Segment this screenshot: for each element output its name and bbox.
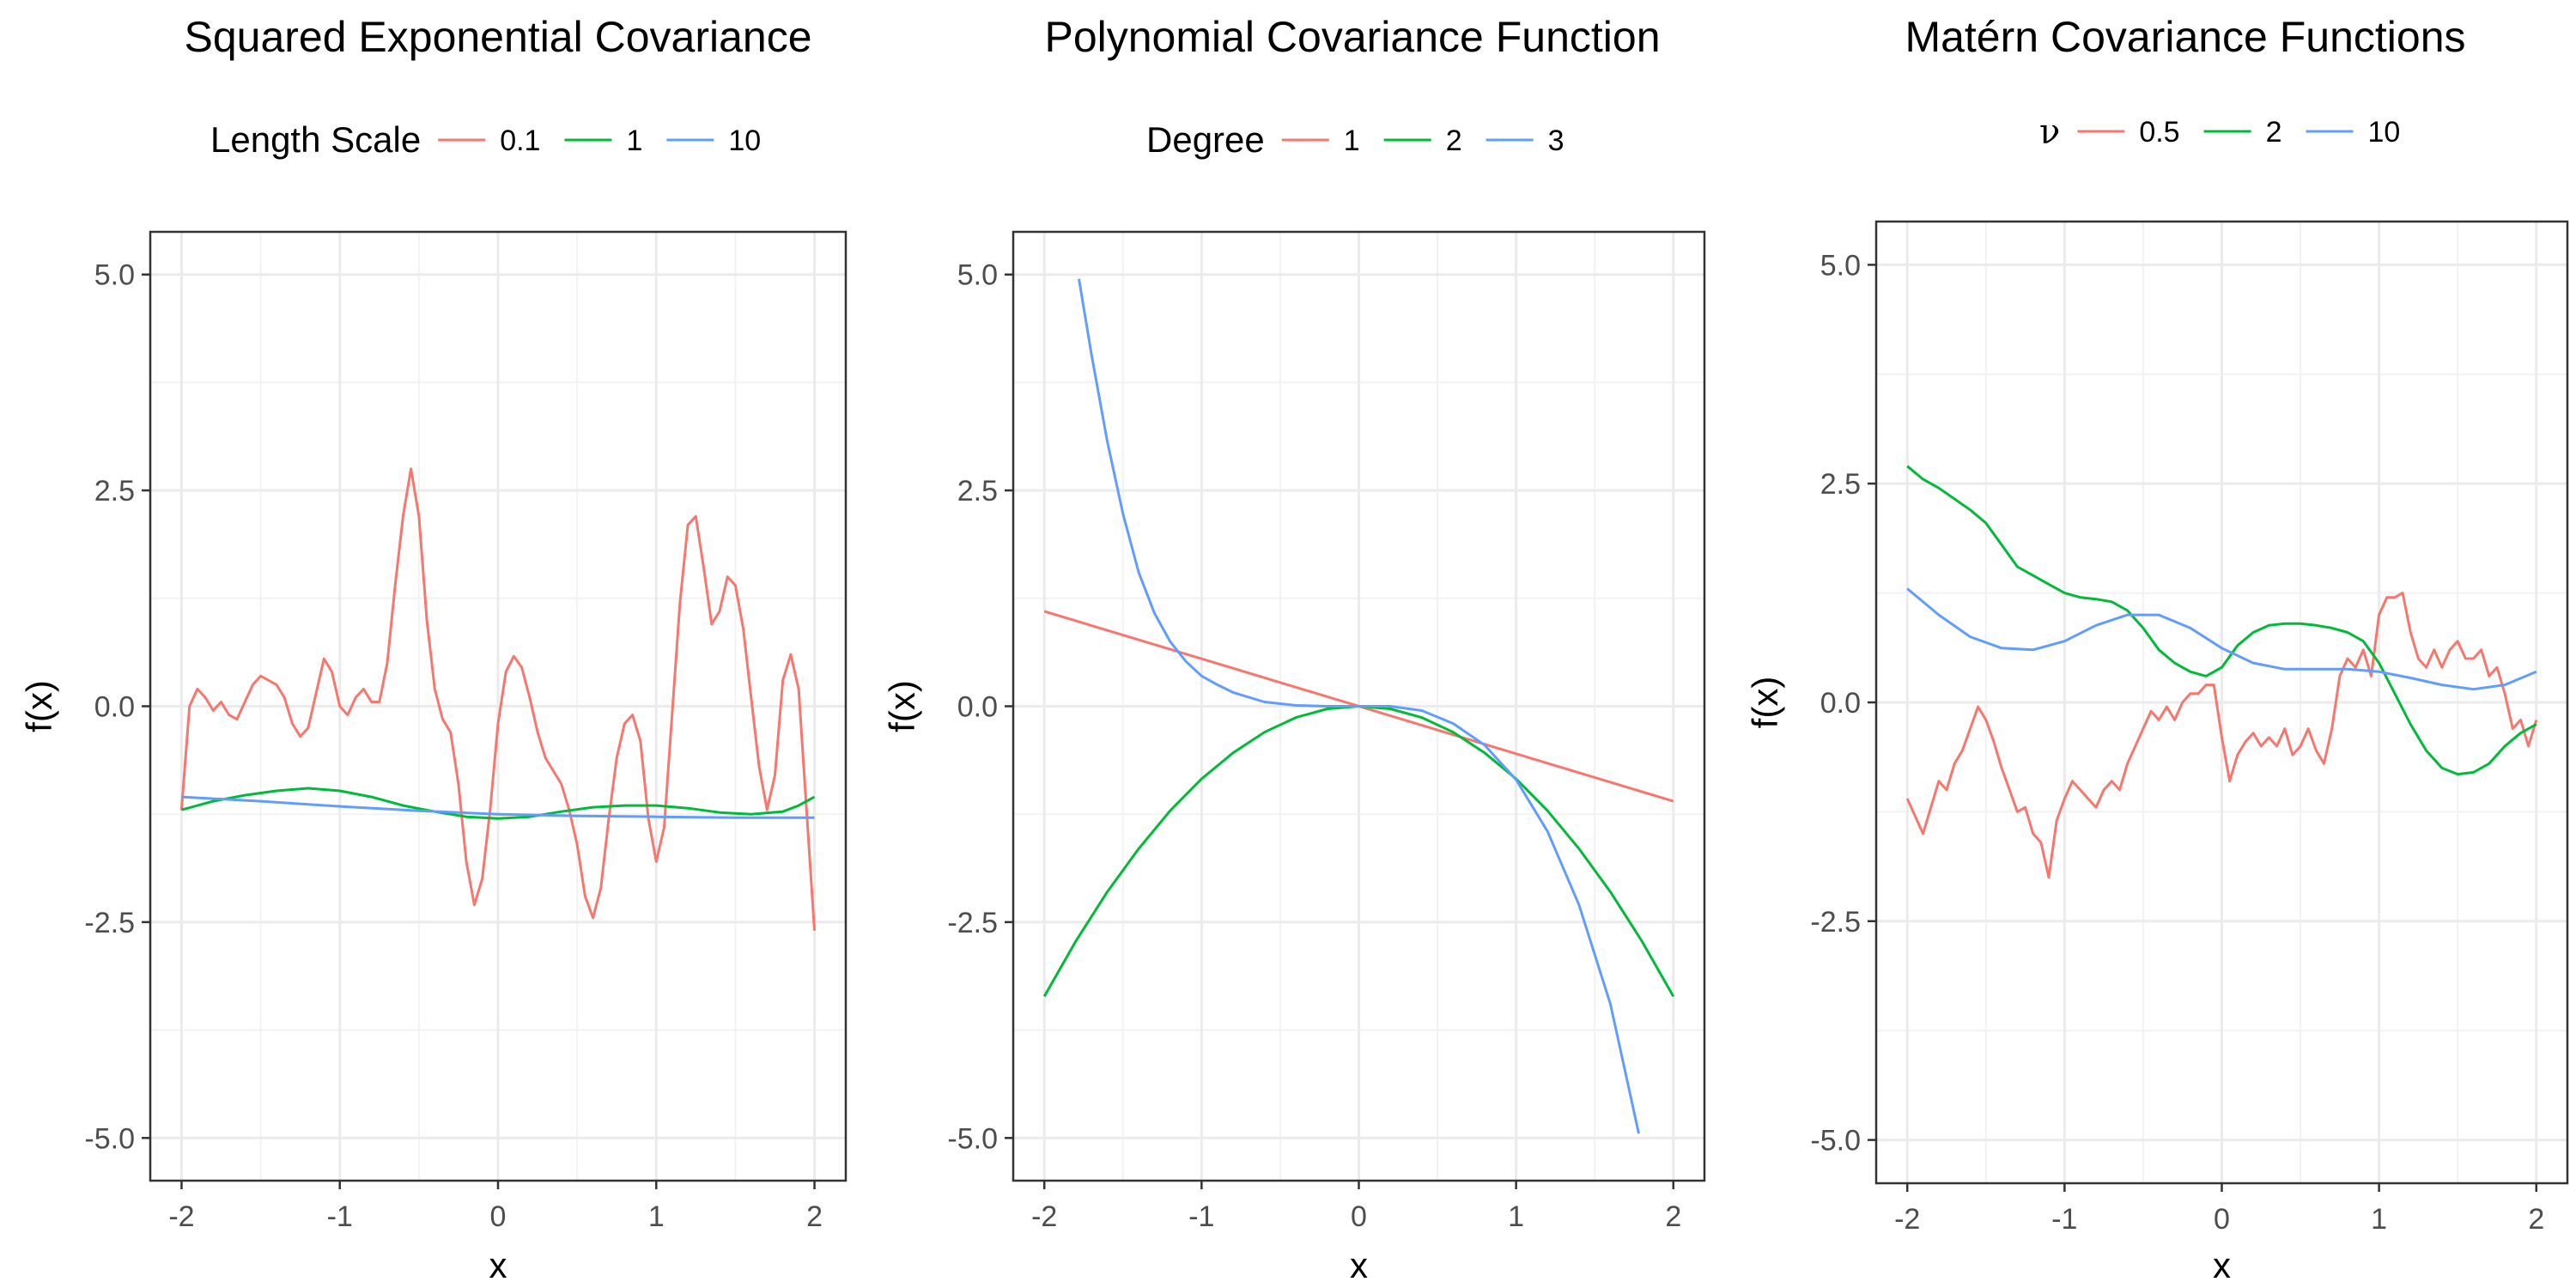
- y-axis-label: f(x): [19, 680, 59, 732]
- x-tick-label: -2: [1894, 1203, 1920, 1236]
- x-tick-label: -2: [168, 1200, 194, 1233]
- x-tick-label: 1: [2371, 1203, 2387, 1236]
- legend: ν 0.5 2 10: [2039, 112, 2400, 152]
- y-tick-label: -5.0: [1810, 1125, 1861, 1157]
- legend-title: ν: [2039, 112, 2060, 152]
- x-tick-label: 2: [1665, 1200, 1681, 1233]
- panel-3: -2 -1 0 1 2 -5.0 -2.5 0.0 2.5 5.0 x f(x) Matérn Cova…: [1745, 13, 2569, 1285]
- legend-label: 10: [2368, 116, 2401, 149]
- x-tick-label: 2: [2528, 1203, 2544, 1236]
- x-axis-label: x: [489, 1245, 507, 1285]
- chart-title: Polynomial Covariance Function: [1044, 13, 1660, 61]
- y-tick-label: 0.0: [957, 691, 998, 724]
- x-axis-label: x: [2213, 1245, 2231, 1285]
- x-tick-label: 0: [490, 1200, 507, 1233]
- y-axis-label: f(x): [1745, 677, 1785, 729]
- series-line-10: [1906, 587, 2537, 691]
- y-tick-label: 5.0: [94, 259, 135, 292]
- panel-1: -2 -1 0 1 2 -5.0 -2.5 0.0 2.5 5.0 x f(x) Squared Exp…: [19, 13, 848, 1285]
- series-line-0.5: [1905, 592, 2538, 879]
- x-tick-label: 0: [2214, 1203, 2230, 1236]
- panel-2: -2 -1 0 1 2 -5.0 -2.5 0.0 2.5 5.0 x f(x) Polynomial …: [882, 13, 1706, 1285]
- y-tick-label: -5.0: [84, 1122, 135, 1155]
- x-tick-label: 0: [1351, 1200, 1367, 1233]
- x-tick-label: -1: [327, 1200, 353, 1233]
- x-tick-label: 1: [1508, 1200, 1524, 1233]
- y-tick-label: 5.0: [957, 259, 998, 292]
- x-tick-label: -2: [1031, 1200, 1057, 1233]
- y-tick-label: -2.5: [84, 907, 135, 939]
- legend-title: Length Scale: [210, 119, 421, 160]
- y-tick-label: -2.5: [947, 907, 998, 939]
- legend-title: Degree: [1146, 119, 1265, 160]
- series-line-1: [181, 787, 816, 820]
- legend-label: 2: [2266, 116, 2282, 149]
- x-tick-label: 2: [806, 1200, 823, 1233]
- y-tick-label: 5.0: [1820, 249, 1861, 282]
- chart-title: Squared Exponential Covariance: [184, 13, 811, 61]
- chart-title: Matérn Covariance Functions: [1905, 13, 2465, 61]
- y-tick-label: 2.5: [94, 475, 135, 507]
- x-axis-label: x: [1350, 1245, 1368, 1285]
- legend-label: 0.1: [500, 125, 540, 157]
- legend-label: 0.5: [2139, 116, 2179, 149]
- legend: Degree 1 2 3: [1146, 119, 1564, 160]
- series-line-2: [1906, 465, 2537, 776]
- y-tick-label: 0.0: [94, 691, 135, 724]
- y-tick-label: -5.0: [947, 1122, 998, 1155]
- y-tick-label: 0.0: [1820, 687, 1861, 720]
- y-tick-label: 2.5: [1820, 468, 1861, 501]
- y-tick-label: -2.5: [1810, 906, 1861, 939]
- x-tick-label: 1: [648, 1200, 665, 1233]
- legend-label: 1: [626, 125, 642, 157]
- series-line-0.1: [179, 467, 816, 931]
- series-line-3: [1078, 278, 1640, 1134]
- legend-label: 1: [1344, 125, 1360, 157]
- series-line-10: [181, 795, 815, 819]
- x-tick-label: -1: [1188, 1200, 1214, 1233]
- x-tick-label: -1: [2051, 1203, 2077, 1236]
- legend-label: 3: [1548, 125, 1564, 157]
- legend-label: 2: [1446, 125, 1462, 157]
- legend: Length Scale 0.1 1 10: [210, 119, 761, 160]
- y-tick-label: 2.5: [957, 475, 998, 507]
- legend-label: 10: [728, 125, 761, 157]
- y-axis-label: f(x): [882, 680, 922, 732]
